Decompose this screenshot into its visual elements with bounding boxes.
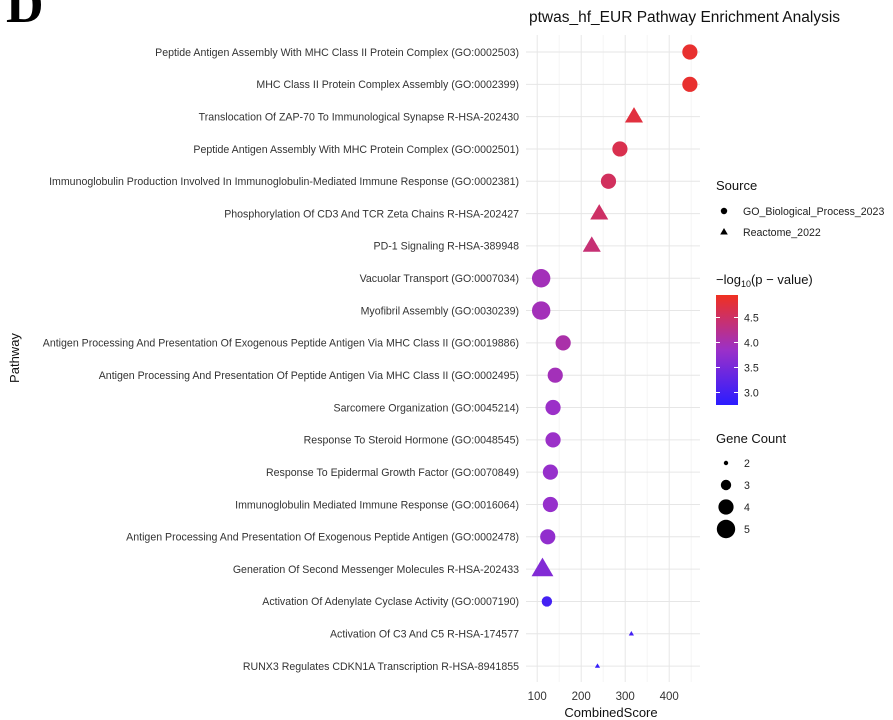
legend-gene-count-label: 3 <box>744 480 750 492</box>
data-point-circle <box>531 269 551 288</box>
pathway-label: Sarcomere Organization (GO:0045214) <box>334 402 519 414</box>
legend-gene-count-label: 2 <box>744 458 750 470</box>
data-point-triangle <box>582 236 601 252</box>
legend: Source GO_Biological_Process_2023 Reactom… <box>716 178 884 539</box>
pvalue-tick-label: 4.0 <box>744 338 759 350</box>
data-point-circle <box>545 399 561 416</box>
data-point-circle <box>531 301 551 320</box>
pathway-label: Generation Of Second Messenger Molecules… <box>233 564 519 576</box>
legend-triangle-icon <box>720 228 728 235</box>
x-axis-ticks: 100 200 300 400 <box>528 691 679 703</box>
legend-gene-count-icon <box>720 479 732 491</box>
pvalue-tick-label: 3.5 <box>744 363 759 375</box>
grid <box>526 35 700 682</box>
data-point-circle <box>682 76 698 92</box>
legend-gene-count-label: 5 <box>744 524 750 536</box>
data-point-circle <box>682 44 698 60</box>
data-point-triangle <box>624 107 644 123</box>
pathway-label: Antigen Processing And Presentation Of P… <box>99 370 519 382</box>
pathway-label: Activation Of C3 And C5 R-HSA-174577 <box>330 629 519 641</box>
y-axis-title: Pathway <box>7 333 22 383</box>
legend-source-title: Source <box>716 178 757 193</box>
pvalue-colorbar-ticks: 3.0 3.5 4.0 4.5 <box>716 313 759 400</box>
pvalue-tick-label: 3.0 <box>744 388 759 400</box>
data-point-triangle <box>594 663 601 668</box>
x-tick-label: 400 <box>660 691 679 703</box>
pathway-label: Peptide Antigen Assembly With MHC Protei… <box>193 144 519 156</box>
data-point-circle <box>612 141 628 157</box>
pvalue-tick-label: 4.5 <box>744 313 759 325</box>
pathway-label: Peptide Antigen Assembly With MHC Class … <box>155 47 519 59</box>
chart-title: ptwas_hf_EUR Pathway Enrichment Analysis <box>529 9 840 26</box>
legend-gene-count-entries: 2 3 4 5 <box>716 458 750 539</box>
pathway-label: Activation Of Adenylate Cyclase Activity… <box>262 596 519 608</box>
pathway-label: Immunoglobulin Mediated Immune Response … <box>235 499 519 511</box>
pathway-label: PD-1 Signaling R-HSA-389948 <box>374 241 520 253</box>
pathway-label: Response To Epidermal Growth Factor (GO:… <box>266 467 519 479</box>
legend-gene-count-icon <box>723 460 729 466</box>
data-point-triangle <box>590 204 609 220</box>
legend-source-entries: GO_Biological_Process_2023 Reactome_2022 <box>720 206 884 239</box>
data-point-circle <box>541 596 553 607</box>
pathway-label: RUNX3 Regulates CDKN1A Transcription R-H… <box>243 661 519 673</box>
pathway-label: Antigen Processing And Presentation Of E… <box>126 532 519 544</box>
x-axis-title: CombinedScore <box>564 705 657 720</box>
legend-gene-count-title: Gene Count <box>716 431 786 446</box>
data-points <box>531 44 698 668</box>
legend-source-label: Reactome_2022 <box>743 227 821 239</box>
legend-circle-icon <box>720 207 728 215</box>
data-point-circle <box>600 173 617 189</box>
data-point-circle <box>542 464 559 480</box>
data-point-circle <box>555 335 571 351</box>
legend-gene-count-label: 4 <box>744 502 750 514</box>
pathway-label: Vacuolar Transport (GO:0007034) <box>360 273 519 285</box>
data-point-circle <box>547 367 563 383</box>
data-point-circle <box>542 496 559 513</box>
data-point-triangle <box>628 631 634 636</box>
data-point-triangle <box>531 557 554 577</box>
pathway-label: MHC Class II Protein Complex Assembly (G… <box>256 79 519 91</box>
pathway-label: Phosphorylation Of CD3 And TCR Zeta Chai… <box>224 208 519 220</box>
x-tick-label: 200 <box>572 691 591 703</box>
pathway-labels: Peptide Antigen Assembly With MHC Class … <box>43 47 519 673</box>
x-tick-label: 300 <box>616 691 635 703</box>
pathway-label: Antigen Processing And Presentation Of E… <box>43 338 519 350</box>
pathway-label: Immunoglobulin Production Involved In Im… <box>49 176 519 188</box>
pathway-label: Response To Steroid Hormone (GO:0048545) <box>304 435 519 447</box>
data-point-circle <box>540 529 556 545</box>
legend-gene-count-icon <box>716 519 736 539</box>
x-tick-label: 100 <box>528 691 547 703</box>
legend-gene-count-icon <box>718 499 734 515</box>
legend-source-label: GO_Biological_Process_2023 <box>743 206 884 218</box>
pathway-label: Myofibril Assembly (GO:0030239) <box>361 305 519 317</box>
panel-letter: D <box>6 0 44 34</box>
pathway-label: Translocation Of ZAP-70 To Immunological… <box>199 111 519 123</box>
legend-pvalue-title: −log10(p − value) <box>716 272 813 289</box>
data-point-circle <box>545 432 561 448</box>
pvalue-colorbar <box>716 295 738 405</box>
